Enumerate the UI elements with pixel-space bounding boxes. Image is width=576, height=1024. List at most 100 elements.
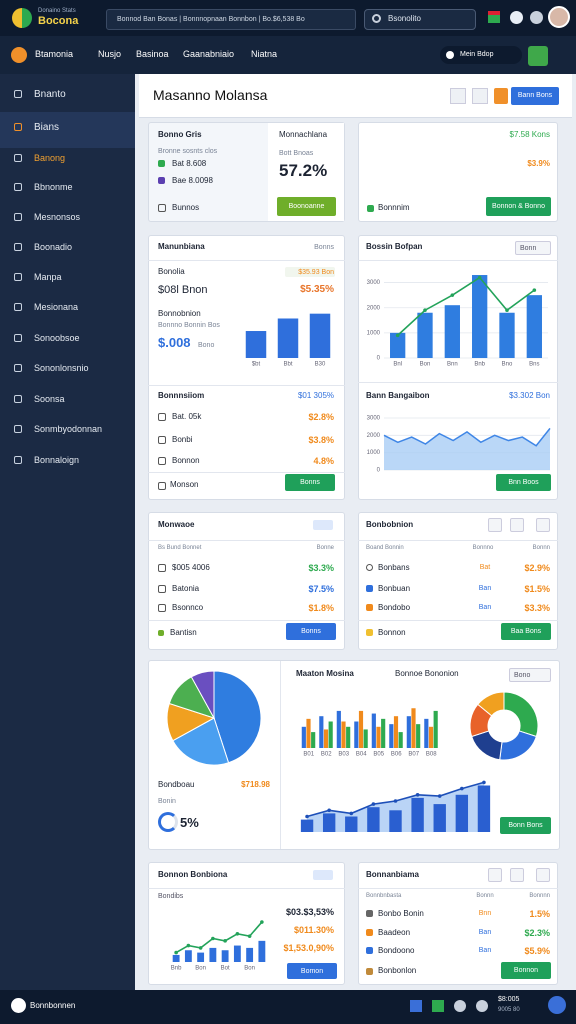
button-label[interactable]: Bonnon & Bonno bbox=[492, 203, 545, 210]
sidebar-item[interactable]: Sononlonsnio bbox=[34, 363, 89, 373]
icon-button[interactable] bbox=[536, 868, 550, 882]
tick-label: B06 bbox=[391, 752, 402, 758]
button[interactable] bbox=[501, 962, 551, 979]
legend-swatch bbox=[158, 177, 165, 184]
icon-button[interactable] bbox=[488, 518, 502, 532]
divider bbox=[358, 620, 558, 621]
icon bbox=[14, 425, 22, 433]
nav-pill[interactable] bbox=[440, 46, 522, 64]
label: Bonnanbiama bbox=[366, 870, 419, 879]
button-label[interactable]: Bonns bbox=[300, 479, 320, 486]
sidebar-item[interactable]: Soonsa bbox=[34, 394, 65, 404]
logo[interactable] bbox=[12, 8, 32, 28]
dropdown[interactable] bbox=[509, 668, 551, 682]
button-label[interactable]: Boonoanne bbox=[288, 203, 325, 210]
sidebar-item[interactable]: Sonoobsoe bbox=[34, 333, 80, 343]
avatar[interactable] bbox=[548, 6, 570, 28]
sidebar-item[interactable]: Manpa bbox=[34, 272, 62, 282]
button[interactable] bbox=[286, 623, 336, 640]
icon[interactable] bbox=[510, 11, 523, 24]
label: Bondobo bbox=[378, 603, 411, 612]
button[interactable] bbox=[287, 963, 337, 979]
nav-item[interactable]: Basinoa bbox=[136, 49, 169, 59]
icon bbox=[366, 585, 373, 592]
sidebar-item[interactable]: Mesnonsos bbox=[34, 212, 81, 222]
button-label[interactable]: Baa Bons bbox=[510, 628, 542, 635]
bar bbox=[526, 295, 542, 358]
bar bbox=[393, 716, 399, 748]
header-button[interactable] bbox=[450, 88, 466, 104]
nav-icon[interactable] bbox=[11, 47, 27, 63]
tray-icon[interactable] bbox=[548, 996, 566, 1014]
tray-icon[interactable] bbox=[432, 1000, 444, 1012]
button-label[interactable]: Bomon bbox=[300, 967, 324, 975]
bar bbox=[209, 947, 217, 962]
tick-label: Bns bbox=[529, 362, 539, 368]
tray-icon[interactable] bbox=[410, 1000, 422, 1012]
header-button[interactable] bbox=[472, 88, 488, 104]
label: Ban bbox=[478, 585, 492, 592]
chip[interactable] bbox=[313, 870, 333, 880]
button[interactable] bbox=[501, 623, 551, 640]
button-label[interactable]: Bnn Boos bbox=[508, 479, 539, 486]
header-button[interactable] bbox=[511, 87, 559, 105]
icon-button[interactable] bbox=[536, 518, 550, 532]
label[interactable]: Bonn bbox=[520, 245, 537, 252]
search-box[interactable] bbox=[364, 9, 476, 30]
pie-slice bbox=[499, 730, 537, 761]
dropdown[interactable] bbox=[515, 241, 551, 255]
tray-icon[interactable] bbox=[476, 1000, 488, 1012]
page-title: Masanno Molansa bbox=[153, 87, 268, 103]
chip[interactable] bbox=[313, 520, 333, 530]
nav-button[interactable] bbox=[528, 46, 548, 66]
pill-label[interactable]: Mein Bdop bbox=[460, 51, 494, 58]
button-label[interactable]: Bonns bbox=[301, 628, 321, 635]
search-icon bbox=[372, 14, 381, 23]
button[interactable] bbox=[486, 197, 551, 216]
address-bar[interactable] bbox=[106, 9, 356, 30]
sidebar-item[interactable]: Banong bbox=[34, 153, 66, 163]
sidebar-item[interactable]: Bians bbox=[34, 122, 60, 133]
label[interactable]: Bono bbox=[514, 672, 531, 679]
button[interactable] bbox=[285, 474, 335, 491]
header-button[interactable] bbox=[494, 88, 508, 104]
legend-label: Bat 8.608 bbox=[172, 159, 207, 168]
sidebar-item[interactable]: Bbnonme bbox=[34, 182, 73, 192]
nav-item[interactable]: Btamonia bbox=[35, 49, 74, 59]
tick-label: 3000 bbox=[367, 280, 381, 286]
point bbox=[305, 814, 309, 819]
logo-title: Bocona bbox=[38, 15, 79, 27]
label: Monwaoe bbox=[158, 520, 195, 529]
bottom-logo[interactable] bbox=[11, 998, 26, 1013]
icon[interactable] bbox=[530, 11, 543, 24]
button[interactable] bbox=[500, 817, 551, 834]
sidebar-item[interactable]: Mesionana bbox=[34, 302, 79, 312]
button-label[interactable]: Bonn Bons bbox=[508, 822, 543, 829]
nav-item[interactable]: Niatna bbox=[251, 49, 278, 59]
tick-label: 0 bbox=[377, 356, 381, 362]
point bbox=[235, 932, 240, 936]
point bbox=[437, 794, 442, 798]
point bbox=[198, 946, 203, 950]
button[interactable] bbox=[277, 197, 336, 216]
icon[interactable] bbox=[488, 11, 500, 23]
point bbox=[371, 802, 376, 806]
button-label[interactable]: Bann Bons bbox=[517, 92, 553, 99]
search-text: Bsonolito bbox=[388, 14, 421, 23]
sidebar-item[interactable]: Boonadio bbox=[34, 242, 73, 252]
button-label[interactable]: Bonnon bbox=[513, 967, 539, 974]
button[interactable] bbox=[496, 474, 551, 491]
sidebar-item[interactable]: Bonnaloign bbox=[34, 455, 80, 465]
point bbox=[450, 293, 455, 297]
sidebar-item[interactable]: Sonmbyodonnan bbox=[34, 424, 103, 434]
nav-item[interactable]: Gaanabniaio bbox=[183, 49, 235, 59]
nav-item[interactable]: Nusjo bbox=[98, 49, 122, 59]
point bbox=[532, 288, 537, 292]
icon-button[interactable] bbox=[488, 868, 502, 882]
tray-icon[interactable] bbox=[454, 1000, 466, 1012]
icon bbox=[158, 436, 166, 444]
icon-button[interactable] bbox=[510, 518, 524, 532]
sidebar-item[interactable]: Bnanto bbox=[34, 89, 66, 100]
icon-button[interactable] bbox=[510, 868, 524, 882]
